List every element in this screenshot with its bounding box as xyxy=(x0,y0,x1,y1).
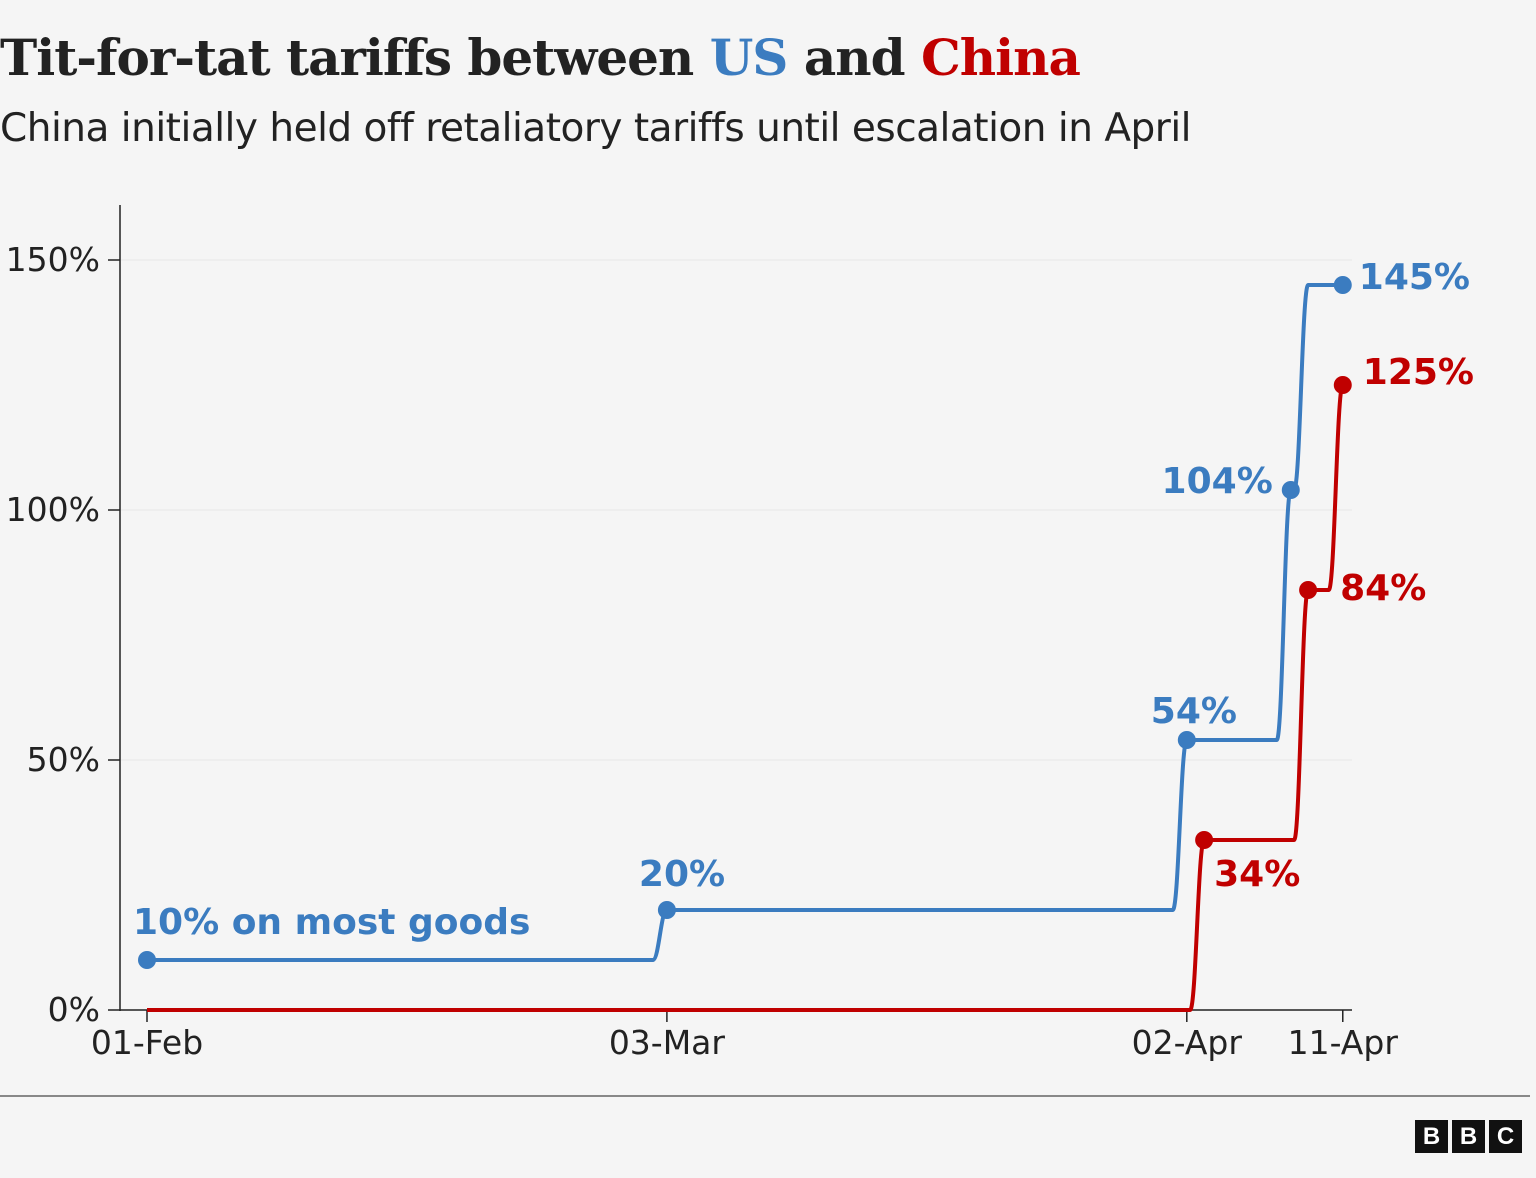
y-tick-label: 100% xyxy=(6,490,100,529)
title-china: China xyxy=(920,28,1081,87)
data-point-china xyxy=(1195,831,1214,849)
chart-title: Tit-for-tat tariffs between US and China xyxy=(0,28,1081,87)
data-label-us: 20% xyxy=(639,854,725,895)
data-point-us xyxy=(1281,481,1300,499)
series-line-china xyxy=(147,383,1345,1012)
data-point-china xyxy=(1299,581,1318,599)
data-label-china: 125% xyxy=(1363,352,1474,393)
title-text: Tit-for-tat tariffs between xyxy=(0,28,710,87)
data-point-us xyxy=(138,951,156,969)
data-point-us xyxy=(1177,731,1196,749)
y-tick-label: 50% xyxy=(27,740,100,779)
footer-divider xyxy=(0,1095,1530,1097)
data-point-us xyxy=(657,901,676,919)
y-tick-label: 150% xyxy=(6,240,100,279)
x-tick-label: 02-Apr xyxy=(1132,1023,1243,1062)
y-tick-label: 0% xyxy=(48,990,100,1029)
x-tick-label: 03-Mar xyxy=(609,1023,726,1062)
data-label-us: 145% xyxy=(1359,257,1470,298)
title-us: US xyxy=(709,28,789,87)
chart: 0% 50% 100% 150% 01-Feb 03-Mar 02-Apr 11-Apr 10%… xyxy=(6,205,1474,1062)
data-label-china: 34% xyxy=(1214,854,1300,895)
data-point-us xyxy=(1333,276,1352,294)
data-label-us: 10% on most goods xyxy=(133,902,530,943)
data-label-us: 54% xyxy=(1151,691,1237,732)
series-line-us xyxy=(147,283,1343,962)
x-tick-label: 01-Feb xyxy=(91,1023,203,1062)
chart-subtitle: China initially held off retaliatory tar… xyxy=(0,106,1192,151)
x-tick-label: 11-Apr xyxy=(1288,1023,1399,1062)
data-label-china: 84% xyxy=(1340,568,1426,609)
title-text-and: and xyxy=(787,28,921,87)
data-point-china xyxy=(1333,376,1352,394)
data-label-us: 104% xyxy=(1162,461,1273,502)
